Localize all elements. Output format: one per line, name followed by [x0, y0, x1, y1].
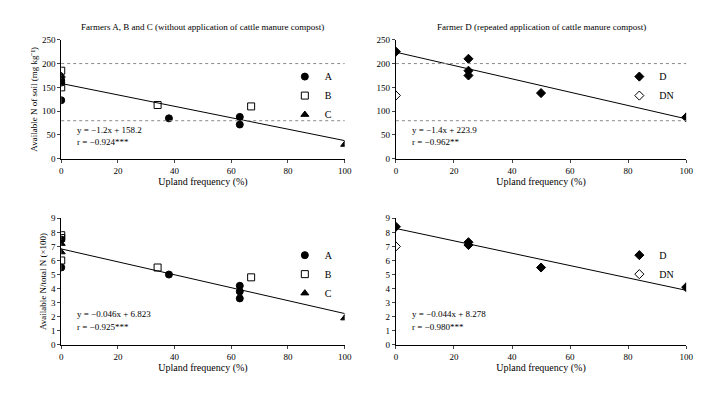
svg-text:DN: DN	[659, 90, 673, 101]
svg-text:C: C	[325, 288, 332, 299]
svg-text:100: 100	[338, 352, 352, 362]
svg-text:60: 60	[227, 352, 237, 362]
svg-text:250: 250	[377, 35, 391, 45]
svg-text:4: 4	[51, 284, 56, 294]
svg-text:C: C	[325, 109, 332, 120]
svg-text:150: 150	[42, 83, 56, 93]
svg-text:40: 40	[508, 166, 518, 176]
svg-text:1: 1	[386, 326, 391, 336]
svg-text:y = −0.044x + 8.278: y = −0.044x + 8.278	[412, 309, 486, 319]
svg-text:B: B	[325, 90, 332, 101]
svg-text:250: 250	[42, 35, 56, 45]
svg-text:r = −0.980***: r = −0.980***	[412, 322, 464, 332]
svg-text:5: 5	[386, 270, 391, 280]
svg-text:60: 60	[566, 352, 576, 362]
svg-text:40: 40	[170, 166, 180, 176]
svg-text:2: 2	[386, 312, 391, 322]
svg-text:6: 6	[51, 256, 56, 266]
svg-text:0: 0	[51, 340, 56, 350]
svg-text:100: 100	[679, 166, 693, 176]
svg-text:3: 3	[51, 298, 56, 308]
svg-text:9: 9	[51, 213, 56, 223]
svg-text:100: 100	[42, 106, 56, 116]
svg-text:80: 80	[624, 166, 634, 176]
svg-text:50: 50	[381, 130, 391, 140]
svg-text:60: 60	[227, 166, 237, 176]
svg-text:A: A	[325, 250, 333, 261]
svg-text:7: 7	[386, 242, 391, 252]
svg-text:r = −0.924***: r = −0.924***	[77, 137, 129, 147]
svg-text:y = −1.2x + 158.2: y = −1.2x + 158.2	[77, 125, 142, 135]
svg-text:DN: DN	[659, 269, 673, 280]
svg-text:B: B	[325, 269, 332, 280]
svg-text:100: 100	[338, 166, 352, 176]
svg-text:y = −1.4x + 223.9: y = −1.4x + 223.9	[412, 125, 477, 135]
svg-text:Farmers A, B and C (without ap: Farmers A, B and C (without application …	[81, 22, 324, 32]
svg-text:Available N of soil (mg kg⁻¹): Available N of soil (mg kg⁻¹)	[29, 47, 39, 152]
svg-text:60: 60	[566, 166, 576, 176]
svg-text:80: 80	[283, 166, 293, 176]
svg-text:Upland frequency (%): Upland frequency (%)	[158, 176, 247, 188]
svg-text:Farmer D (repeated application: Farmer D (repeated application of cattle…	[437, 22, 646, 32]
svg-text:8: 8	[51, 228, 56, 238]
svg-text:2: 2	[51, 312, 56, 322]
svg-text:200: 200	[377, 59, 391, 69]
svg-text:9: 9	[386, 213, 391, 223]
svg-text:100: 100	[679, 352, 693, 362]
svg-text:200: 200	[42, 59, 56, 69]
svg-text:80: 80	[624, 352, 634, 362]
svg-text:20: 20	[113, 166, 123, 176]
svg-text:Available N/total N (×100): Available N/total N (×100)	[38, 233, 48, 330]
svg-text:A: A	[325, 71, 333, 82]
svg-text:Upland frequency (%): Upland frequency (%)	[158, 362, 247, 374]
svg-text:y = −0.046x + 6.823: y = −0.046x + 6.823	[77, 309, 151, 319]
svg-text:0: 0	[386, 340, 391, 350]
svg-text:0: 0	[51, 154, 56, 164]
svg-text:20: 20	[113, 352, 123, 362]
svg-text:3: 3	[386, 298, 391, 308]
svg-text:Upland frequency (%): Upland frequency (%)	[496, 176, 585, 188]
svg-text:0: 0	[394, 166, 399, 176]
svg-text:50: 50	[46, 130, 56, 140]
svg-text:0: 0	[394, 352, 399, 362]
svg-text:r = −0.925***: r = −0.925***	[77, 322, 129, 332]
svg-text:8: 8	[386, 228, 391, 238]
svg-text:40: 40	[170, 352, 180, 362]
svg-text:D: D	[659, 250, 666, 261]
svg-text:0: 0	[59, 166, 64, 176]
svg-text:40: 40	[508, 352, 518, 362]
svg-text:0: 0	[386, 154, 391, 164]
svg-text:20: 20	[449, 166, 459, 176]
svg-text:r = −0.962**: r = −0.962**	[412, 137, 459, 147]
svg-text:5: 5	[51, 270, 56, 280]
svg-text:7: 7	[51, 242, 56, 252]
svg-text:150: 150	[377, 83, 391, 93]
svg-text:20: 20	[449, 352, 459, 362]
svg-text:D: D	[659, 71, 666, 82]
svg-text:1: 1	[51, 326, 56, 336]
svg-text:4: 4	[386, 284, 391, 294]
svg-text:6: 6	[386, 256, 391, 266]
svg-text:80: 80	[283, 352, 293, 362]
svg-text:100: 100	[377, 106, 391, 116]
svg-text:Upland frequency (%): Upland frequency (%)	[496, 362, 585, 374]
svg-text:0: 0	[59, 352, 64, 362]
